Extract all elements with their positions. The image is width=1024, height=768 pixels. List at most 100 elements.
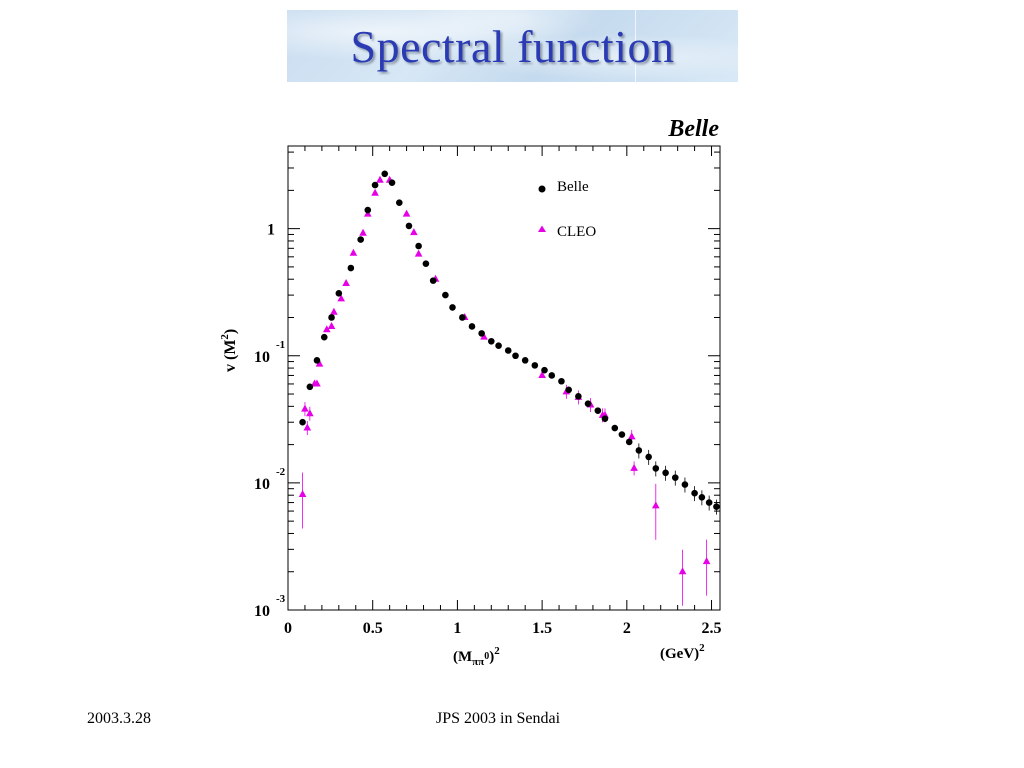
belle-point <box>449 304 456 311</box>
footer-event: JPS 2003 in Sendai <box>436 710 561 727</box>
belle-point <box>541 366 548 374</box>
belle-point <box>558 377 565 385</box>
y-label-main: v (M <box>222 340 239 372</box>
x-tick-label: 2 <box>623 620 631 637</box>
y-axis-label: v (M2) <box>219 329 239 372</box>
legend-marker-belle <box>538 185 546 193</box>
belle-point <box>429 277 437 284</box>
cleo-point <box>327 321 336 329</box>
y-label-close: ) <box>222 329 239 334</box>
cleo-point <box>330 307 338 315</box>
belle-point <box>521 357 529 364</box>
belle-point <box>468 323 476 330</box>
x-axis-unit: (GeV)2 <box>660 642 705 662</box>
cleo-point <box>306 409 314 417</box>
cleo-point <box>301 404 309 412</box>
belle-point <box>364 206 372 214</box>
cleo-point <box>371 188 379 196</box>
x-tick-label: 1.5 <box>532 620 552 637</box>
belle-point <box>459 314 466 321</box>
belle-point <box>691 489 698 497</box>
plot-frame <box>287 145 721 611</box>
belle-point <box>575 392 582 400</box>
belle-point <box>495 342 502 349</box>
belle-point <box>618 431 626 438</box>
cleo-point <box>322 325 331 333</box>
x-tick-label: 0 <box>284 620 292 637</box>
belle-point <box>671 474 679 481</box>
belle-point <box>531 362 539 369</box>
x-unit-sup: 2 <box>699 642 705 654</box>
x-tick-label: 2.5 <box>702 620 722 637</box>
cleo-point <box>359 228 367 236</box>
belle-point <box>652 465 660 472</box>
y-axis: 1 10 -1 10 -2 10 -3 <box>254 151 720 620</box>
belle-point <box>335 289 343 297</box>
cleo-point <box>410 228 418 236</box>
banner-seam <box>635 10 636 82</box>
chart-corner-label: Belle <box>667 116 719 142</box>
belle-point <box>306 383 314 391</box>
belle-point <box>705 499 713 506</box>
legend-label-belle: Belle <box>557 179 589 195</box>
belle-point <box>584 400 592 407</box>
x-label-close: ) <box>489 649 494 665</box>
cleo-point <box>313 379 321 387</box>
cleo-point <box>402 209 411 217</box>
belle-point <box>422 260 430 267</box>
belle-point <box>371 181 379 189</box>
x-tick-label: 0.5 <box>363 620 383 637</box>
belle-point <box>487 337 495 345</box>
belle-point <box>548 372 556 379</box>
belle-point <box>388 179 396 186</box>
belle-point <box>698 494 706 501</box>
legend: Belle CLEO <box>538 179 596 240</box>
belle-point <box>320 333 328 341</box>
belle-point <box>328 314 335 321</box>
x-label-sup1: 0 <box>484 651 489 662</box>
belle-point <box>601 415 609 422</box>
belle-point <box>405 222 413 230</box>
y-tick-exponent: -3 <box>276 593 286 605</box>
belle-point <box>645 453 652 461</box>
slide-title: Spectral function <box>350 20 675 72</box>
belle-point <box>313 357 321 364</box>
y-tick-exponent: -2 <box>276 466 286 478</box>
data-points <box>298 170 720 606</box>
cleo-point <box>678 567 687 575</box>
legend-label-cleo: CLEO <box>557 224 596 240</box>
cleo-point <box>480 332 488 340</box>
x-axis: 0 0.5 1 1.5 2 2.5 <box>284 146 722 637</box>
x-axis-label: (Mππ0)2 <box>453 645 500 668</box>
belle-point <box>662 469 669 477</box>
belle-point <box>442 291 449 299</box>
cleo-point <box>414 249 423 257</box>
belle-point <box>396 199 403 206</box>
belle-point <box>381 170 389 178</box>
belle-point <box>565 386 573 394</box>
cleo-point <box>376 175 384 183</box>
cleo-point <box>298 490 307 498</box>
belle-point <box>299 418 306 426</box>
belle-point <box>625 438 633 446</box>
belle-point <box>415 242 422 250</box>
x-label-sub: ππ <box>472 656 484 668</box>
x-label-main: (M <box>453 649 472 665</box>
y-tick-exponent: -1 <box>276 339 285 351</box>
cleo-point <box>630 463 638 471</box>
y-tick-label: 10 <box>254 603 270 620</box>
cleo-point <box>337 294 345 302</box>
belle-point <box>347 264 355 272</box>
x-tick-label: 1 <box>453 620 461 637</box>
y-tick-label: 10 <box>254 476 270 493</box>
cleo-point <box>349 248 358 256</box>
cleo-point <box>538 370 546 378</box>
belle-point <box>504 347 512 354</box>
y-tick-label: 1 <box>267 222 275 239</box>
belle-point <box>681 481 689 488</box>
y-label-sup: 2 <box>219 334 231 340</box>
cleo-point <box>702 557 711 565</box>
belle-point <box>478 330 485 337</box>
footer-date: 2003.3.28 <box>87 710 151 727</box>
